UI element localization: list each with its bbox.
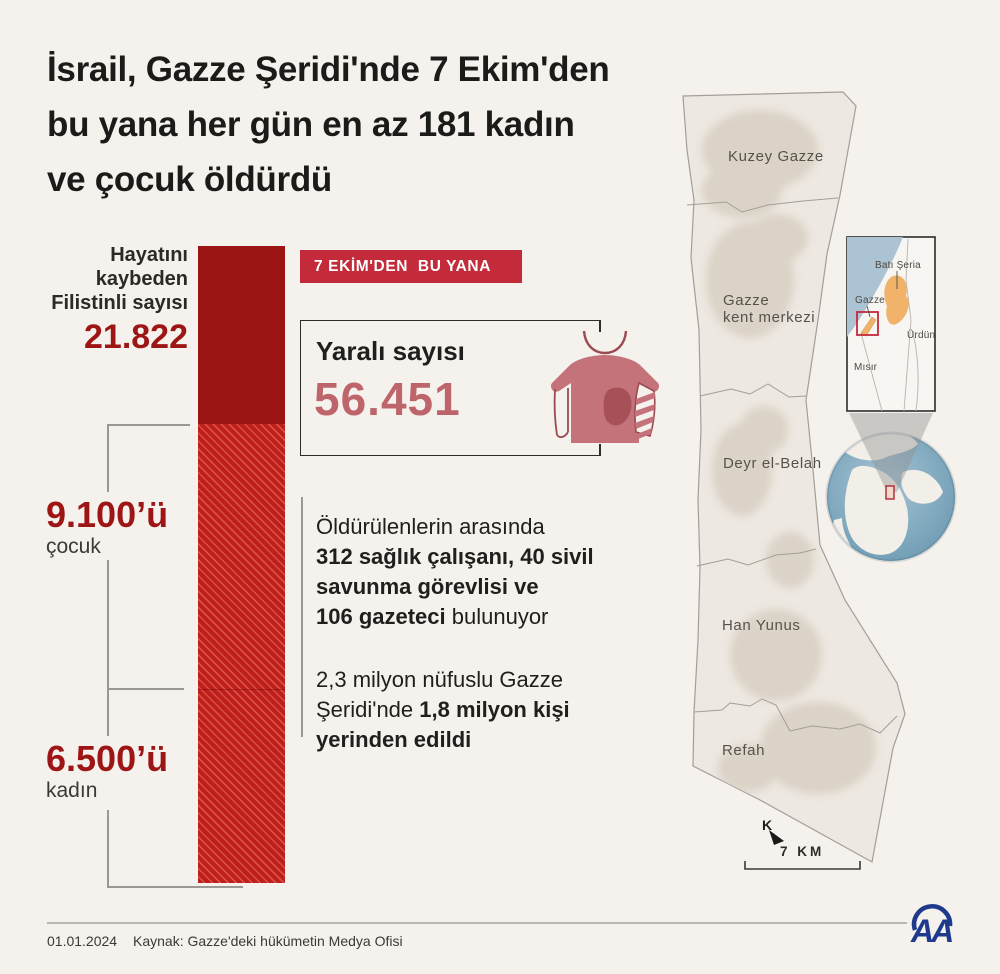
total-killed-label-l1: Hayatını xyxy=(110,244,188,266)
displacement-paragraph: 2,3 milyon nüfuslu Gazze Şeridi'nde 1,8 … xyxy=(316,665,626,755)
zoom-cone xyxy=(849,413,933,492)
urban-area-texture xyxy=(702,110,876,794)
inset-label-misir: Mısır xyxy=(854,362,878,373)
injured-value: 56.451 xyxy=(314,373,461,425)
governorate-boundaries xyxy=(686,197,898,734)
children-value: 9.100’ü xyxy=(46,494,169,535)
injured-box-corner-bottom xyxy=(599,444,601,455)
p1-line4-bold: 106 gazeteci xyxy=(316,604,446,629)
scale-label: 7 KM xyxy=(780,844,824,859)
p2-line3: yerinden edildi xyxy=(316,727,472,752)
map-scale-bar: 7 KM xyxy=(744,844,861,870)
gaza-map: Kuzey Gazze Gazze kent merkezi Deyr el-B… xyxy=(682,91,957,870)
title-line-3: ve çocuk öldürdü xyxy=(47,160,332,199)
map-label-han-yunus: Han Yunus xyxy=(722,617,801,634)
bracket-tick-middle xyxy=(107,688,184,690)
map-label-deyr-el-belah: Deyr el-Belah xyxy=(723,455,822,472)
children-label: çocuk xyxy=(46,535,101,558)
p1-line4-reg: bulunuyor xyxy=(445,604,549,629)
injured-person-icon xyxy=(550,330,660,443)
injured-box xyxy=(300,320,601,456)
total-killed-label-l2: kaybeden xyxy=(95,268,188,290)
total-killed-label: Hayatını kaybeden Filistinli sayısı xyxy=(30,243,188,315)
inset-locator-map: Batı Şeria Gazze Ürdün Mısır xyxy=(846,236,936,412)
inset-label-gazze: Gazze xyxy=(855,295,885,306)
map-label-kuzey-gazze: Kuzey Gazze xyxy=(728,148,824,165)
bracket-spine-1 xyxy=(107,424,109,492)
inset-west-bank xyxy=(884,275,909,325)
globe-gaza-marker xyxy=(885,485,895,500)
north-compass: K xyxy=(762,817,784,845)
bracket-tick-top xyxy=(107,424,190,426)
map-label-kent-merkezi: kent merkezi xyxy=(723,309,815,326)
bar-segment-divider xyxy=(198,689,285,690)
bracket-tick-bottom xyxy=(107,886,243,888)
aa-logo-text: AA xyxy=(910,913,952,949)
p1-line2: 312 sağlık çalışanı, 40 sivil xyxy=(316,544,594,569)
map-label-gazze: Gazze xyxy=(723,292,769,309)
total-killed-value: 21.822 xyxy=(84,318,188,356)
inset-label-urdun: Ürdün xyxy=(907,329,935,341)
bracket-spine-4 xyxy=(107,810,109,886)
p2-line2-bold: 1,8 milyon kişi xyxy=(419,697,570,722)
footer-source: Kaynak: Gazze'deki hükümetin Medya Ofisi xyxy=(133,933,403,949)
p1-line3: savunma görevlisi ve xyxy=(316,574,539,599)
women-label: kadın xyxy=(46,779,98,802)
injured-box-corner-top xyxy=(599,321,601,332)
women-segment-label: 6.500’ü kadın xyxy=(46,740,196,804)
infographic-title: İsrail, Gazze Şeridi'nde 7 Ekim'den bu y… xyxy=(47,42,667,207)
compass-k-label: K xyxy=(762,817,772,833)
paragraph-accent-line xyxy=(301,497,303,737)
inset-highlight-rect xyxy=(856,311,879,336)
bar-segment-women-children xyxy=(198,424,285,883)
map-label-refah: Refah xyxy=(722,742,765,759)
period-badge: 7 EKİM'DEN BU YANA xyxy=(300,250,522,283)
bracket-spine-3 xyxy=(107,688,109,736)
total-killed-label-l3: Filistinli sayısı xyxy=(51,292,188,314)
title-line-2: bu yana her gün en az 181 kadın xyxy=(47,105,575,144)
bracket-spine-2 xyxy=(107,560,109,688)
p1-line1: Öldürülenlerin arasında xyxy=(316,514,545,539)
p2-line1: 2,3 milyon nüfuslu Gazze xyxy=(316,667,564,692)
women-value: 6.500’ü xyxy=(46,738,169,779)
bar-segment-other-killed xyxy=(198,246,285,424)
footer-divider xyxy=(47,922,907,924)
footer-date: 01.01.2024 xyxy=(47,933,118,949)
inset-label-bati-seria: Batı Şeria xyxy=(875,260,921,271)
p2-line2-reg: Şeridi'nde xyxy=(316,697,420,722)
injured-label: Yaralı sayısı xyxy=(316,336,465,366)
children-segment-label: 9.100’ü çocuk xyxy=(46,496,196,560)
title-line-1: İsrail, Gazze Şeridi'nde 7 Ekim'den xyxy=(47,50,610,89)
compass-arrow-icon xyxy=(769,830,784,845)
casualties-detail-paragraph: Öldürülenlerin arasında 312 sağlık çalış… xyxy=(316,512,626,632)
anadolu-agency-logo: AA xyxy=(910,904,955,949)
